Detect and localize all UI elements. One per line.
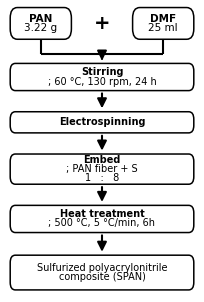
Text: Sulfurized polyacrylonitrile: Sulfurized polyacrylonitrile [37,263,167,273]
FancyBboxPatch shape [10,8,71,39]
FancyBboxPatch shape [10,154,194,184]
Text: Electrospinning: Electrospinning [59,117,145,127]
Text: Embed: Embed [83,155,121,165]
Text: 3.22 g: 3.22 g [24,23,57,33]
FancyBboxPatch shape [10,63,194,91]
Text: Stirring: Stirring [81,67,123,78]
Text: composite (SPAN): composite (SPAN) [59,272,145,282]
Text: +: + [94,14,110,33]
Text: ; 60 °C, 130 rpm, 24 h: ; 60 °C, 130 rpm, 24 h [48,76,156,87]
Text: ; PAN fiber + S: ; PAN fiber + S [66,164,138,174]
Text: DMF: DMF [150,14,176,24]
FancyBboxPatch shape [10,255,194,290]
Text: PAN: PAN [29,14,52,24]
FancyBboxPatch shape [10,205,194,233]
Text: Heat treatment: Heat treatment [60,209,144,220]
Text: 1   :   8: 1 : 8 [85,173,119,183]
Text: 25 ml: 25 ml [148,23,178,33]
FancyBboxPatch shape [10,112,194,133]
Text: ; 500 °C, 5 °C/min, 6h: ; 500 °C, 5 °C/min, 6h [49,218,155,229]
FancyBboxPatch shape [133,8,194,39]
